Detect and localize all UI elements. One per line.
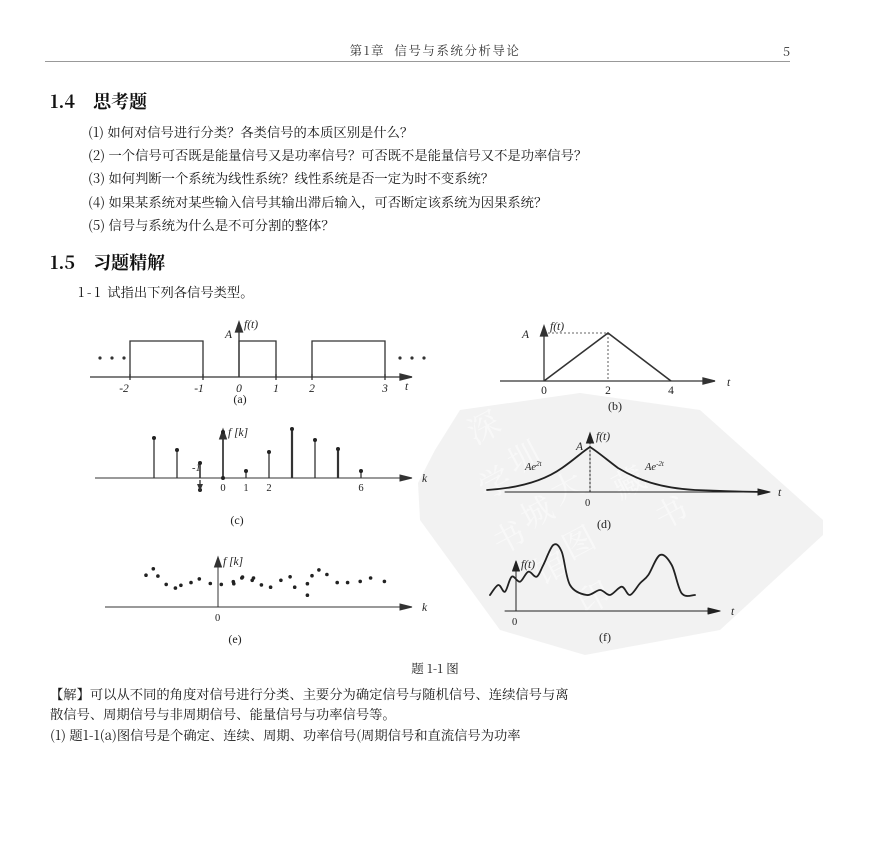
svg-text:2: 2 bbox=[605, 385, 611, 397]
svg-text:t: t bbox=[727, 377, 731, 389]
svg-text:3: 3 bbox=[381, 383, 388, 395]
svg-text:(e): (e) bbox=[228, 632, 241, 646]
svg-text:0: 0 bbox=[585, 498, 590, 509]
svg-text:Ae-2t: Ae-2t bbox=[644, 460, 665, 473]
svg-text:f [k]: f [k] bbox=[228, 427, 248, 439]
svg-text:f(t): f(t) bbox=[550, 321, 564, 333]
svg-text:0: 0 bbox=[220, 483, 225, 494]
svg-text:t: t bbox=[405, 381, 409, 393]
svg-text:0: 0 bbox=[215, 613, 220, 624]
svg-text:(c): (c) bbox=[230, 513, 243, 527]
svg-text:4: 4 bbox=[668, 385, 674, 397]
svg-text:Ae2t: Ae2t bbox=[524, 460, 543, 473]
svg-text:1: 1 bbox=[243, 483, 248, 494]
svg-text:A: A bbox=[224, 329, 233, 341]
svg-text:f [k]: f [k] bbox=[223, 556, 243, 568]
svg-text:f(t): f(t) bbox=[244, 319, 258, 331]
svg-text:1: 1 bbox=[273, 383, 279, 395]
svg-text:(d): (d) bbox=[597, 517, 611, 531]
svg-text:f(t): f(t) bbox=[521, 559, 535, 571]
svg-text:-2: -2 bbox=[119, 383, 129, 395]
svg-text:-1: -1 bbox=[194, 383, 204, 395]
svg-text:(a): (a) bbox=[233, 392, 246, 406]
svg-text:(f): (f) bbox=[599, 630, 611, 644]
svg-text:(b): (b) bbox=[608, 399, 622, 413]
svg-text:A: A bbox=[575, 441, 584, 453]
svg-text:A: A bbox=[521, 329, 530, 341]
svg-text:0: 0 bbox=[541, 385, 547, 397]
svg-text:0: 0 bbox=[512, 617, 517, 628]
svg-text:f(t): f(t) bbox=[596, 431, 610, 443]
svg-text:k: k bbox=[422, 473, 428, 485]
svg-text:k: k bbox=[422, 602, 428, 614]
svg-text:t: t bbox=[778, 487, 782, 499]
svg-text:t: t bbox=[731, 606, 735, 618]
svg-text:2: 2 bbox=[266, 483, 271, 494]
svg-text:6: 6 bbox=[358, 483, 363, 494]
svg-text:-1: -1 bbox=[192, 463, 201, 474]
svg-text:2: 2 bbox=[309, 383, 315, 395]
